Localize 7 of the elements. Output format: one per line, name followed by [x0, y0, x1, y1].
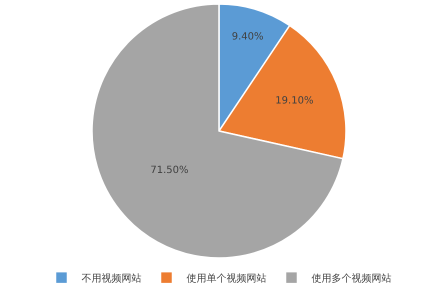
- legend-label: 使用多个视频网站: [312, 272, 392, 284]
- legend-label: 使用单个视频网站: [186, 272, 266, 284]
- pie-slice: [91, 3, 344, 259]
- data-label: 71.50%: [150, 165, 189, 176]
- data-label: 9.40%: [232, 31, 264, 42]
- legend-label: 不用视频网站: [82, 272, 142, 284]
- data-label: 19.10%: [275, 95, 314, 106]
